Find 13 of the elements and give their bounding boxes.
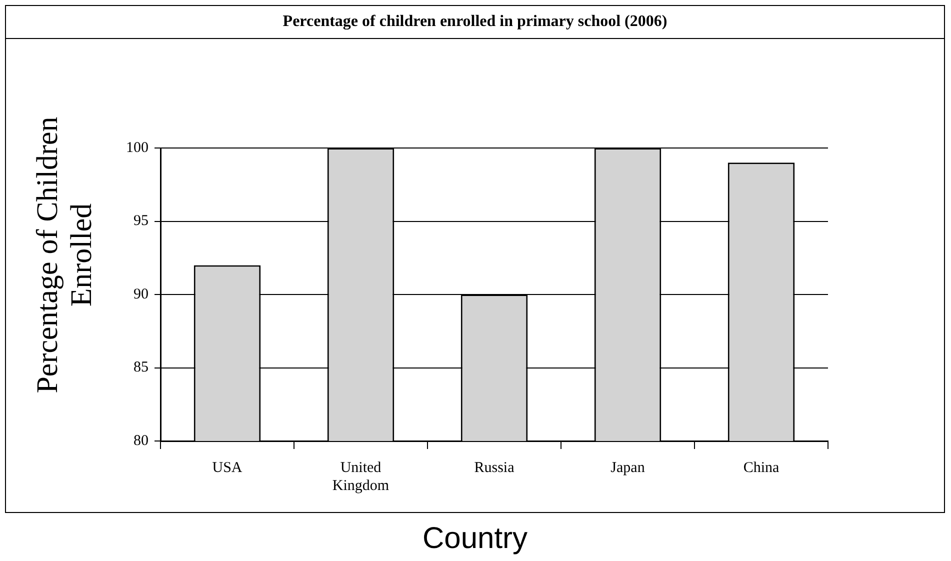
x-tick-label: Russia <box>474 460 515 476</box>
x-tick-label: Japan <box>610 460 646 476</box>
y-tick-label: 85 <box>134 360 148 376</box>
x-tick-label: China <box>743 460 780 476</box>
y-axis-title: Percentage of Children Enrolled <box>30 116 99 396</box>
y-tick-label: 100 <box>126 140 148 156</box>
chart-title: Percentage of children enrolled in primary school (2006) <box>6 6 944 39</box>
y-tick-label: 80 <box>134 432 148 449</box>
x-tick-label: USA <box>212 460 242 476</box>
x-tick-label: United Kingdom <box>332 460 390 494</box>
x-axis-title: Country <box>421 522 529 556</box>
y-tick-label: 90 <box>134 286 148 302</box>
y-tick-label: 95 <box>134 213 148 230</box>
